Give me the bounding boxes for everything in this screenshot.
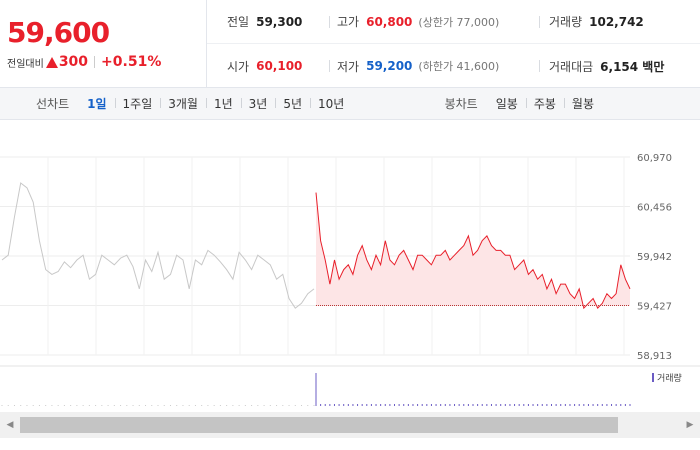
quote-row-1: 전일 59,300 고가 60,800 (상한가 77,000) 거래량 102… bbox=[207, 0, 700, 44]
change-percent: +0.51% bbox=[101, 54, 162, 70]
open-cell: 시가 60,100 bbox=[207, 44, 329, 88]
change-value: 300 bbox=[58, 54, 89, 70]
period-1w-tab[interactable]: 1주일 bbox=[114, 95, 161, 112]
volume-legend-label: 거래량 bbox=[657, 372, 682, 384]
upper-limit: (상한가 77,000) bbox=[418, 15, 500, 29]
period-5y-tab[interactable]: 5년 bbox=[275, 95, 310, 112]
volume-label: 거래량 bbox=[549, 15, 583, 29]
price-area bbox=[316, 192, 630, 309]
period-10y-tab[interactable]: 10년 bbox=[310, 95, 352, 112]
candle-monthly-tab[interactable]: 월봉 bbox=[563, 95, 602, 112]
lower-limit: (하한가 41,600) bbox=[418, 60, 500, 73]
volume-legend-swatch bbox=[652, 373, 654, 382]
prev-day-line bbox=[1, 182, 315, 309]
change-label: 전일대비 bbox=[7, 58, 44, 70]
price-line bbox=[315, 192, 631, 310]
chart-scrollbar[interactable]: ◀ ▶ bbox=[0, 412, 700, 438]
intraday-price-chart[interactable]: 60,970 60,456 59,942 59,427 58,913 거래량 bbox=[0, 121, 700, 406]
up-triangle-icon bbox=[45, 56, 58, 68]
prev-close-label: 전일 bbox=[227, 15, 250, 29]
amount-label: 거래대금 bbox=[549, 59, 594, 74]
period-3m-tab[interactable]: 3개월 bbox=[160, 95, 206, 112]
low-label: 저가 bbox=[337, 59, 360, 74]
y-tick-label: 58,913 bbox=[637, 351, 672, 362]
divider bbox=[94, 56, 96, 68]
candle-chart-label: 봉차트 bbox=[444, 97, 478, 111]
volume-value: 102,742 bbox=[589, 14, 644, 29]
price-box: 59,600 전일대비 300 +0.51% bbox=[0, 0, 207, 88]
y-tick-label: 60,456 bbox=[637, 203, 672, 214]
period-1y-tab[interactable]: 1년 bbox=[205, 95, 241, 112]
y-tick-label: 60,970 bbox=[637, 153, 672, 164]
current-price: 59,600 bbox=[7, 16, 110, 49]
scroll-left-arrow-icon[interactable]: ◀ bbox=[6, 420, 14, 430]
change-row: 전일대비 300 +0.51% bbox=[7, 54, 161, 70]
prev-close-cell: 전일 59,300 bbox=[207, 0, 329, 43]
scroll-thumb[interactable] bbox=[20, 417, 618, 433]
candle-options: 봉차트 일봉 주봉 월봉 bbox=[445, 95, 602, 112]
low-value: 59,200 bbox=[366, 59, 413, 73]
open-label: 시가 bbox=[227, 59, 250, 74]
quote-row-2: 시가 60,100 저가 59,200 (하한가 41,600) 거래대금 6,… bbox=[207, 44, 700, 88]
amount-cell: 거래대금 6,154 백만 bbox=[539, 44, 700, 88]
period-3y-tab[interactable]: 3년 bbox=[240, 95, 276, 112]
prev-close-value: 59,300 bbox=[256, 14, 303, 29]
candle-weekly-tab[interactable]: 주봉 bbox=[525, 95, 564, 112]
high-value: 60,800 bbox=[366, 14, 413, 29]
line-chart-label: 선차트 bbox=[36, 97, 70, 111]
high-label: 고가 bbox=[337, 15, 360, 29]
candle-daily-tab[interactable]: 일봉 bbox=[495, 97, 518, 111]
y-tick-label: 59,427 bbox=[637, 302, 672, 313]
y-tick-label: 59,942 bbox=[637, 252, 672, 263]
scroll-right-arrow-icon[interactable]: ▶ bbox=[686, 420, 694, 430]
quote-summary: 59,600 전일대비 300 +0.51% 전일 59,300 고가 60,8… bbox=[0, 0, 700, 88]
chart-toolbar: 선차트 1일 1주일 3개월 1년 3년 5년 10년 봉차트 일봉 주봉 월봉 bbox=[0, 88, 700, 120]
period-1d-tab[interactable]: 1일 bbox=[87, 97, 107, 111]
low-cell: 저가 59,200 (하한가 41,600) bbox=[329, 44, 539, 88]
open-value: 60,100 bbox=[256, 59, 303, 73]
amount-value: 6,154 백만 bbox=[600, 59, 665, 74]
high-cell: 고가 60,800 (상한가 77,000) bbox=[329, 0, 539, 43]
volume-cell: 거래량 102,742 bbox=[539, 0, 700, 43]
